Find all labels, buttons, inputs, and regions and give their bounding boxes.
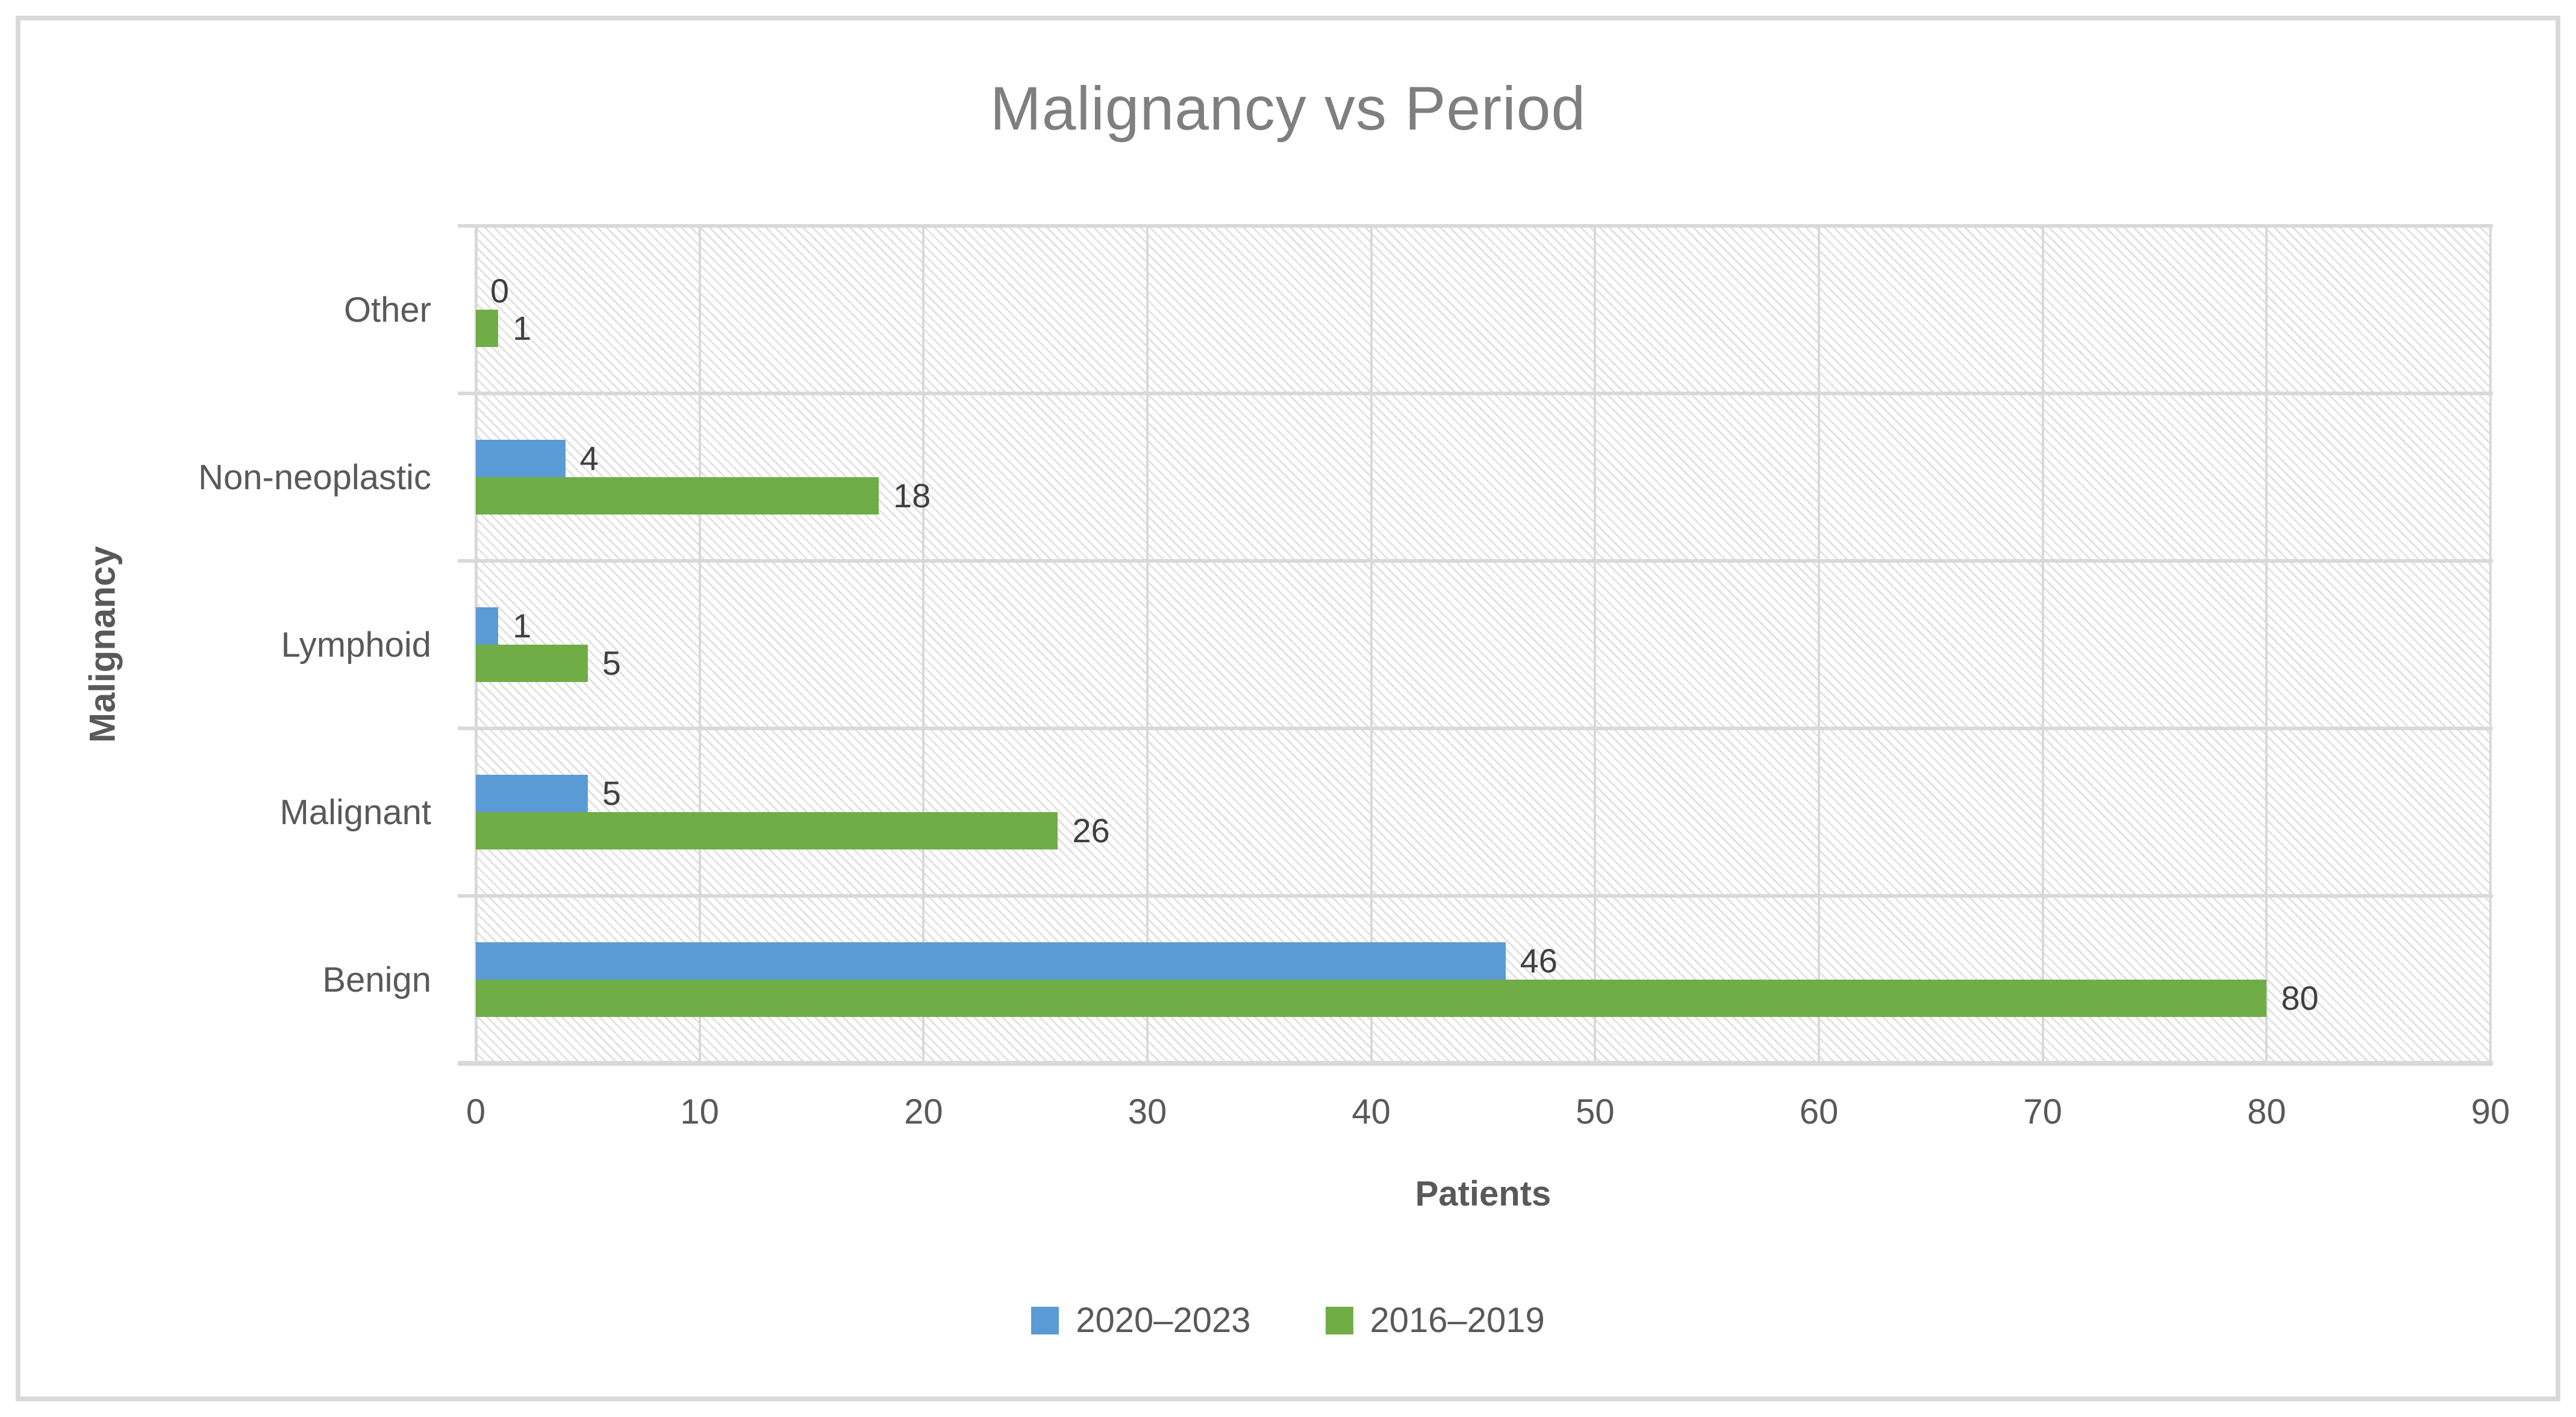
bar-value-label: 80 xyxy=(2281,979,2319,1017)
category-gridline xyxy=(458,559,2493,563)
category-band: 5 26 xyxy=(476,728,2490,896)
category-gridline xyxy=(458,392,2493,395)
legend-swatch xyxy=(1325,1306,1353,1334)
bar xyxy=(476,942,1506,980)
bar xyxy=(476,812,1058,849)
value-gridline xyxy=(1594,226,1597,1063)
x-axis-tick-label: 50 xyxy=(1576,1092,1615,1131)
bar xyxy=(476,645,588,682)
x-axis-title: Patients xyxy=(1415,1174,1552,1213)
x-axis-tick-label: 0 xyxy=(466,1092,486,1131)
y-axis-tick-label: Lymphoid xyxy=(281,625,431,665)
legend-label: 2016–2019 xyxy=(1370,1301,1545,1340)
value-gridline xyxy=(2265,226,2268,1063)
bar-value-label: 0 xyxy=(490,272,510,310)
legend-entry: 2016–2019 xyxy=(1325,1300,1545,1340)
legend: 2020–2023 2016–2019 xyxy=(0,1300,2576,1340)
bar-value-label: 1 xyxy=(513,607,532,645)
category-band: 46 80 xyxy=(476,896,2490,1063)
legend-entry: 2020–2023 xyxy=(1031,1300,1251,1340)
bar-value-label: 5 xyxy=(602,644,621,682)
bar xyxy=(476,775,588,812)
x-axis-tick-label: 10 xyxy=(680,1092,719,1131)
bar-value-label: 46 xyxy=(1520,942,1558,980)
value-gridline xyxy=(698,226,701,1063)
value-gridline xyxy=(1817,226,1820,1063)
value-gridline xyxy=(1370,226,1373,1063)
category-band: 4 18 xyxy=(476,393,2490,561)
y-axis-tick-label: Other xyxy=(343,290,431,330)
x-axis-tick-label: 80 xyxy=(2247,1092,2286,1131)
x-axis-tick-label: 60 xyxy=(1799,1092,1839,1131)
plot-area: 0 1 4 18 1 5 5 26 46 80 xyxy=(458,224,2493,1066)
value-gridline xyxy=(1146,226,1149,1063)
bar xyxy=(476,477,879,515)
y-axis-tick-label: Non-neoplastic xyxy=(198,457,431,497)
value-gridline xyxy=(2489,226,2492,1063)
x-axis-tick-label: 40 xyxy=(1352,1092,1391,1131)
y-axis-tick-labels: Other Non-neoplastic Lymphoid Malignant Beni… xyxy=(0,226,457,1063)
x-axis-tick-label: 20 xyxy=(904,1092,943,1131)
bar-value-label: 26 xyxy=(1072,812,1110,849)
x-axis-tick-label: 70 xyxy=(2023,1092,2062,1131)
legend-swatch xyxy=(1031,1306,1059,1334)
category-gridline xyxy=(458,894,2493,898)
category-gridline xyxy=(458,224,2493,228)
bar-value-label: 18 xyxy=(893,477,931,515)
bar xyxy=(476,980,2267,1017)
value-gridline xyxy=(922,226,925,1063)
bar xyxy=(476,607,499,645)
legend-label: 2020–2023 xyxy=(1076,1301,1251,1340)
x-axis-tick-label: 90 xyxy=(2471,1092,2510,1131)
category-gridline xyxy=(458,727,2493,730)
y-axis-tick-label: Benign xyxy=(322,960,431,999)
bar-value-label: 4 xyxy=(579,439,599,477)
bar xyxy=(476,310,499,347)
x-axis-tick-labels: 0 10 20 30 40 50 60 70 80 90 xyxy=(466,1092,2510,1140)
chart-title: Malignancy vs Period xyxy=(990,74,1586,143)
x-axis-tick-label: 30 xyxy=(1127,1092,1167,1131)
chart-border xyxy=(16,16,2560,1401)
value-gridline xyxy=(2041,226,2044,1063)
bar-value-label: 5 xyxy=(602,774,621,812)
y-axis-tick-label: Malignant xyxy=(279,792,431,832)
x-axis-line xyxy=(458,1061,2493,1066)
bar xyxy=(476,440,566,477)
bar-value-label: 1 xyxy=(513,309,532,347)
